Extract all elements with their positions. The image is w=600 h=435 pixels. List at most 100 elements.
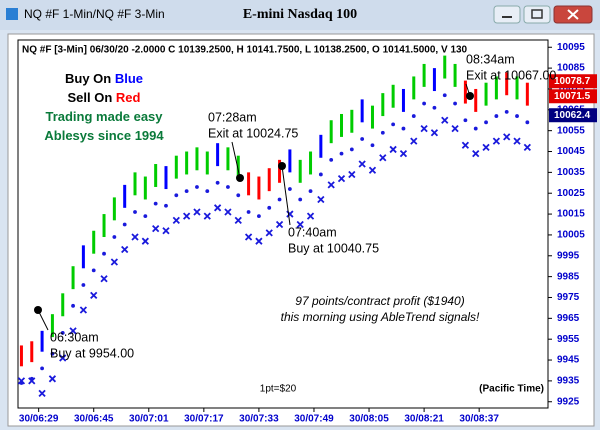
stop-dot (215, 180, 220, 185)
stop-dot (432, 105, 437, 110)
x-tick-label: 30/07:33 (239, 414, 279, 425)
trail-marker (234, 216, 242, 224)
signal-marker (466, 92, 474, 100)
trail-marker (131, 233, 139, 241)
trail-marker (523, 143, 531, 151)
trail-marker (317, 195, 325, 204)
stop-dot (349, 147, 354, 152)
stop-dot (91, 268, 96, 273)
stop-dot (525, 120, 530, 125)
price-bar (309, 151, 313, 175)
chart-title: E-mini Nasdaq 100 (243, 7, 357, 22)
trail-marker (162, 227, 170, 235)
price-bar (340, 113, 344, 137)
legend-line: Ablesys since 1994 (44, 128, 164, 143)
trail-marker (265, 229, 273, 237)
y-tick-label: 9925 (557, 396, 580, 407)
annotation: Exit at 10067.00 (466, 68, 556, 82)
trail-marker (121, 245, 129, 254)
x-tick-label: 30/06:45 (74, 414, 114, 425)
price-bar (401, 88, 405, 112)
trail-marker (327, 181, 335, 189)
trail-marker (69, 327, 77, 335)
y-tick-label: 9965 (557, 313, 580, 324)
y-tick-label: 10005 (557, 230, 585, 241)
stop-dot (360, 137, 365, 141)
stop-dot (318, 172, 323, 177)
window-title: NQ #F 1-Min/NQ #F 3-Min (24, 7, 165, 21)
trail-marker (461, 141, 470, 149)
price-bar (494, 76, 498, 100)
stop-dot (50, 351, 55, 356)
y-tick-label: 9995 (557, 250, 580, 261)
price-bar (81, 245, 85, 269)
trail-marker (48, 375, 57, 383)
price-bar (19, 345, 23, 367)
trail-marker (100, 275, 108, 283)
minimize-button[interactable] (493, 5, 521, 24)
signal-marker (278, 162, 286, 170)
x-tick-label: 30/08:37 (459, 414, 499, 425)
stop-dot (174, 193, 179, 198)
price-bar (505, 72, 509, 96)
price-bar (298, 159, 302, 183)
stop-dot (60, 331, 65, 335)
x-tick-label: 30/07:01 (129, 414, 169, 425)
legend-line: Trading made easy (45, 109, 163, 124)
maximize-icon (531, 9, 543, 19)
legend-text: Buy On (65, 71, 115, 86)
trail-marker (172, 216, 180, 224)
stop-dot (267, 205, 272, 210)
price-bar (319, 134, 323, 158)
x-tick-label: 30/07:49 (294, 414, 334, 425)
legend-text: Red (116, 90, 141, 105)
price-bar (474, 88, 478, 112)
stop-dot (515, 114, 519, 118)
price-bar (443, 55, 447, 79)
stop-dot (133, 210, 137, 214)
price-bar (133, 172, 137, 196)
stop-dot (494, 114, 499, 118)
price-label: 10071.5 (554, 91, 591, 102)
trail-marker (503, 133, 511, 141)
trail-marker (213, 204, 222, 212)
stop-dot (143, 214, 148, 219)
annotation: 97 points/contract profit ($1940) (295, 294, 464, 308)
annotation-arrow (231, 141, 241, 179)
trail-marker (152, 225, 160, 233)
trail-marker (348, 170, 356, 179)
stop-dot (226, 185, 230, 189)
x-tick-label: 30/08:05 (349, 414, 389, 425)
price-bar (164, 166, 168, 190)
x-tick-label: 30/08:21 (404, 414, 444, 425)
maximize-button[interactable] (523, 5, 551, 24)
signal-marker (34, 306, 42, 314)
stop-dot (205, 189, 210, 194)
price-bar (278, 159, 282, 183)
annotation: Exit at 10024.75 (208, 126, 298, 140)
y-tick-label: 10085 (557, 63, 585, 74)
price-bar (40, 330, 44, 352)
close-icon (567, 9, 579, 20)
price-bar (484, 82, 488, 106)
stop-dot (504, 109, 509, 114)
trail-marker (59, 354, 67, 362)
price-bar (195, 147, 199, 171)
price-bar (143, 176, 147, 200)
price-bar (370, 105, 374, 129)
info-line: NQ #F [3-Min] 06/30/20 -2.0000 C 10139.2… (22, 45, 468, 56)
annotation: 08:34am (466, 52, 515, 66)
price-bar (350, 109, 354, 133)
y-tick-label: 9975 (557, 292, 580, 303)
price-bar (154, 164, 158, 187)
price-bar (257, 176, 261, 200)
stop-dot (71, 303, 75, 308)
stop-dot (453, 101, 457, 106)
trail-marker (17, 377, 26, 385)
stop-dot (473, 126, 478, 131)
y-tick-label: 9945 (557, 355, 580, 366)
price-bar (422, 63, 426, 87)
y-tick-label: 9955 (557, 334, 580, 345)
price-label: 10062.4 (554, 110, 591, 121)
